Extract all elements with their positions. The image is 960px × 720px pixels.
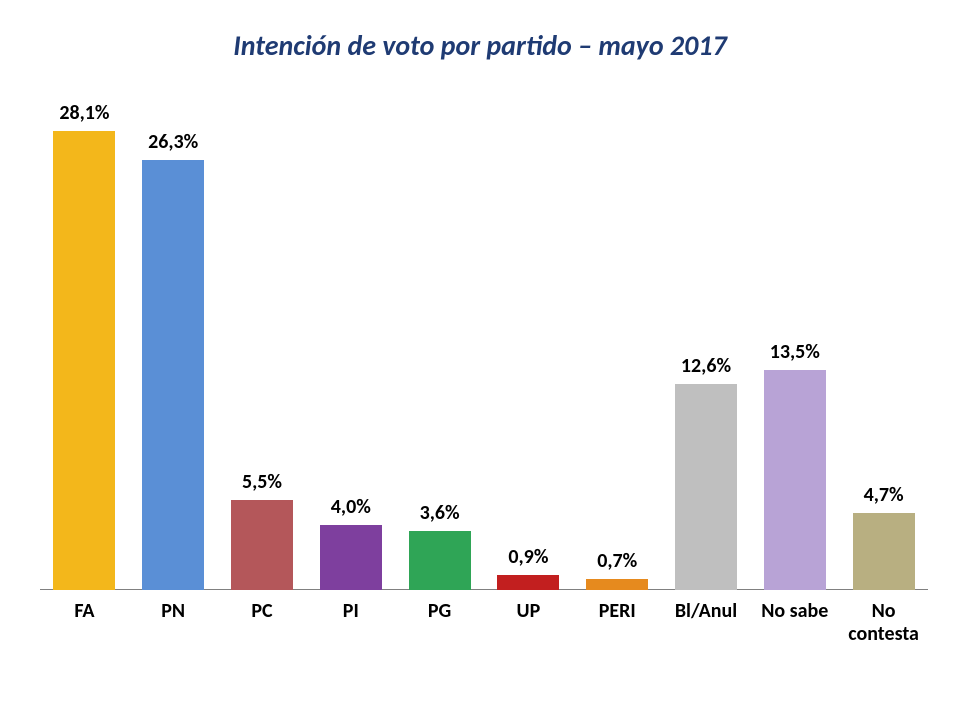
bar-slot: 4,7%Nocontesta	[839, 100, 928, 590]
bar	[675, 384, 737, 590]
bar	[53, 131, 115, 590]
plot-area: 28,1%FA26,3%PN5,5%PC4,0%PI3,6%PG0,9%UP0,…	[40, 100, 928, 590]
chart-title: Intención de voto por partido – mayo 201…	[0, 28, 960, 63]
bar-slot: 26,3%PN	[129, 100, 218, 590]
value-label: 28,1%	[40, 101, 129, 125]
value-label: 4,7%	[839, 483, 928, 507]
bar-slot: 12,6%Bl/Anul	[662, 100, 751, 590]
value-label: 3,6%	[395, 501, 484, 525]
value-label: 12,6%	[662, 354, 751, 378]
bar-slot: 0,7%PERI	[573, 100, 662, 590]
bar	[764, 370, 826, 591]
bar	[320, 525, 382, 590]
bar-slot: 5,5%PC	[218, 100, 307, 590]
value-label: 4,0%	[306, 495, 395, 519]
bar-slot: 13,5%No sabe	[750, 100, 839, 590]
bar-slot: 4,0%PI	[306, 100, 395, 590]
bar-slot: 0,9%UP	[484, 100, 573, 590]
bar	[142, 160, 204, 590]
value-label: 0,7%	[573, 549, 662, 573]
value-label: 13,5%	[750, 340, 839, 364]
bar	[586, 579, 648, 590]
value-label: 0,9%	[484, 545, 573, 569]
chart-container: Intención de voto por partido – mayo 201…	[0, 0, 960, 720]
bar-slot: 3,6%PG	[395, 100, 484, 590]
bar	[853, 513, 915, 590]
value-label: 5,5%	[218, 470, 307, 494]
bar	[409, 531, 471, 590]
bar-slot: 28,1%FA	[40, 100, 129, 590]
bar	[231, 500, 293, 590]
value-label: 26,3%	[129, 130, 218, 154]
category-label: Nocontesta	[817, 600, 950, 646]
bar	[497, 575, 559, 590]
